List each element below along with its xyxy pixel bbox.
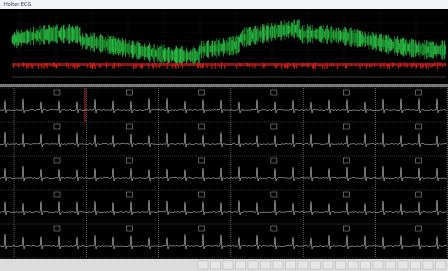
window-title: Holter ECG — [4, 2, 32, 8]
toolbar-button[interactable] — [211, 261, 221, 269]
toolbar-button[interactable] — [236, 261, 246, 269]
toolbar-button[interactable] — [323, 261, 333, 269]
ecg-panel — [0, 87, 448, 259]
toolbar-button[interactable] — [423, 261, 433, 269]
toolbar-button[interactable] — [361, 261, 371, 269]
toolbar-button[interactable] — [386, 261, 396, 269]
toolbar-button[interactable] — [348, 261, 358, 269]
page: {"window": {"title": "Holter ECG"}} Holt… — [0, 0, 448, 271]
toolbar-button[interactable] — [311, 261, 321, 269]
app-window: Holter ECG — [0, 0, 448, 271]
toolbar-button[interactable] — [261, 261, 271, 269]
toolbar-button[interactable] — [398, 261, 408, 269]
splitter — [0, 84, 448, 87]
trend-red-band — [12, 63, 446, 66]
toolbar-button[interactable] — [286, 261, 296, 269]
toolbar-button[interactable] — [411, 261, 421, 269]
toolbar-button[interactable] — [223, 261, 233, 269]
toolbar-button[interactable] — [436, 261, 446, 269]
toolbar-button[interactable] — [298, 261, 308, 269]
title-bar — [0, 0, 448, 9]
toolbar-button[interactable] — [248, 261, 258, 269]
toolbar-button[interactable] — [373, 261, 383, 269]
toolbar-button[interactable] — [273, 261, 283, 269]
toolbar-button[interactable] — [198, 261, 208, 269]
toolbar-button[interactable] — [336, 261, 346, 269]
